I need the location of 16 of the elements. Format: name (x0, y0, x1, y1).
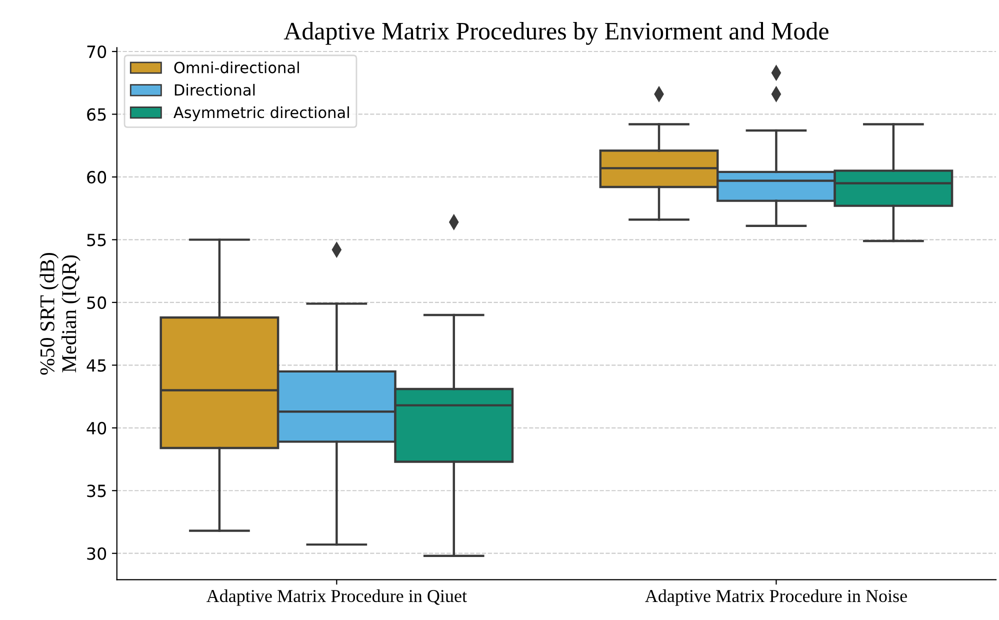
y-tick-label: 40 (86, 422, 106, 434)
y-tick-label: 65 (87, 108, 106, 121)
y-axis-title: %50 SRT (dB) Median (IQR) (40, 252, 80, 375)
y-tick-label: 70 (87, 45, 106, 58)
x-tick-label: Adaptive Matrix Procedure in Qiuet (206, 589, 467, 606)
y-tick-label: 55 (87, 234, 106, 246)
legend-label: Omni-directional (174, 61, 299, 74)
legend-label: Asymmetric directional (174, 106, 349, 122)
chart-title: Adaptive Matrix Procedures by Enviorment and Mode (284, 22, 828, 45)
legend-label: Directional (174, 84, 255, 96)
x-tick-label: Adaptive Matrix Procedure in Noise (645, 589, 907, 606)
y-tick-label: 60 (87, 170, 106, 184)
y-tick-label: 50 (87, 296, 106, 309)
y-tick-label: 45 (86, 359, 106, 372)
y-tick-label: 30 (87, 547, 106, 560)
y-tick-label: 35 (87, 484, 106, 498)
